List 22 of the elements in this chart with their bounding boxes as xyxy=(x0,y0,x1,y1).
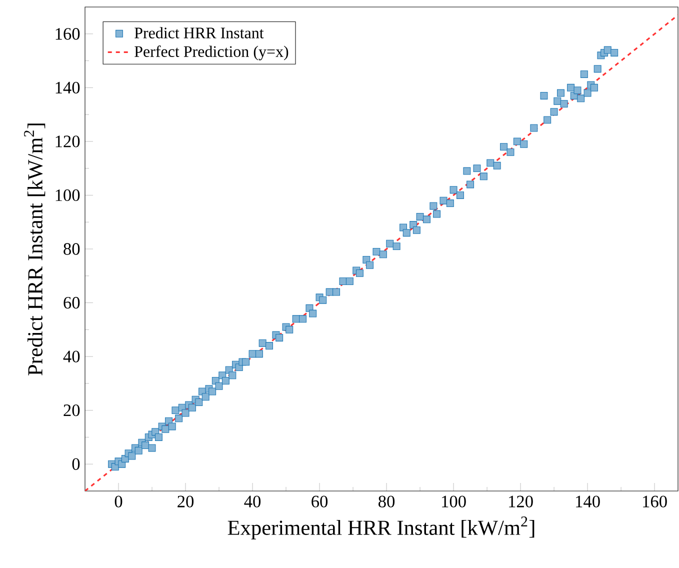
y-tick-label: 40 xyxy=(63,350,80,362)
x-tick-label: 40 xyxy=(244,496,261,508)
x-tick-label: 0 xyxy=(114,496,122,508)
x-tick-label: 140 xyxy=(576,496,600,508)
y-tick-label: 80 xyxy=(64,243,80,255)
legend-label: Perfect Prediction (y=x) xyxy=(134,46,288,60)
x-tick-label: 120 xyxy=(509,496,533,508)
x-tick-label: 100 xyxy=(442,496,466,508)
y-tick-label: 100 xyxy=(56,189,80,202)
y-tick-label: 20 xyxy=(64,404,80,416)
y-tick-label: 0 xyxy=(72,458,80,470)
x-tick-label: 20 xyxy=(178,496,194,508)
y-axis-title: Predict HRR Instant [kW/m$^{2}$] xyxy=(24,124,46,376)
legend-label: Predict HRR Instant xyxy=(134,27,264,38)
x-tick-label: 60 xyxy=(312,496,328,508)
y-tick-label: 60 xyxy=(64,296,80,309)
x-tick-label: 80 xyxy=(378,496,395,508)
x-tick-label: 160 xyxy=(643,496,667,508)
y-tick-label: 160 xyxy=(56,28,80,40)
y-tick-label: 140 xyxy=(56,82,80,94)
y-tick-label: 120 xyxy=(56,136,80,148)
x-axis-title: Experimental HRR Instant [kW/m$^{2}$] xyxy=(228,516,534,540)
